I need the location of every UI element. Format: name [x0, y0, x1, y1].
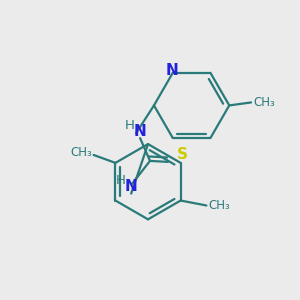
Text: CH₃: CH₃: [253, 96, 275, 109]
Text: N: N: [165, 63, 178, 78]
Text: CH₃: CH₃: [70, 146, 92, 160]
Text: N: N: [134, 124, 146, 139]
Text: H: H: [115, 174, 125, 187]
Text: CH₃: CH₃: [208, 199, 230, 212]
Text: H: H: [125, 119, 135, 132]
Text: N: N: [125, 179, 138, 194]
Text: S: S: [177, 148, 188, 163]
